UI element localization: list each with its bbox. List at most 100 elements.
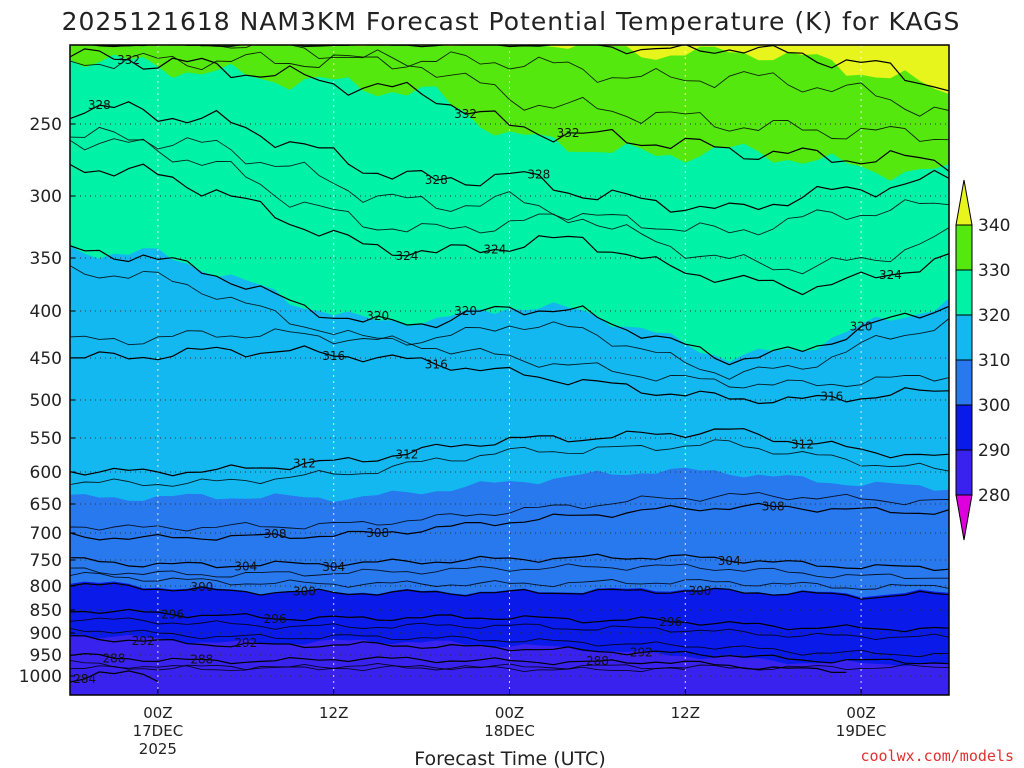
contour-minor-328 [70, 126, 949, 236]
contour-328 [70, 101, 949, 213]
contour-label-300: 300 [688, 584, 711, 598]
contour-label-328: 328 [527, 168, 550, 182]
contour-label-296: 296 [161, 608, 184, 622]
y-tick-label: 650 [30, 495, 62, 515]
contour-label-292: 292 [234, 636, 257, 650]
colorbar-label: 340 [978, 216, 1010, 236]
contour-minor-288 [70, 659, 686, 673]
x-tick-label: 00Z [143, 704, 172, 722]
contour-minor-316 [70, 328, 949, 389]
contour-label-288: 288 [586, 654, 609, 668]
contour-minor-304 [70, 563, 949, 579]
contour-312 [70, 428, 949, 477]
colorbar-segment [955, 224, 973, 271]
colorbar: 340 330 320 310 300 290 280 [955, 179, 1010, 541]
contour-label-284: 284 [161, 0, 184, 3]
y-tick-label: 250 [30, 115, 62, 135]
contour-label-304: 304 [322, 560, 345, 574]
colorbar-label: 320 [978, 306, 1010, 326]
contour-labels: 284 284 284 288 288 288 292 292 292 296 296 296 300 3… [73, 0, 902, 686]
contour-284 [70, 670, 159, 683]
y-tick-label: 600 [30, 463, 62, 483]
colorbar-segment [955, 449, 973, 496]
contour-label-312: 312 [293, 456, 316, 470]
contour-label-300: 300 [293, 584, 316, 598]
contour-324 [70, 163, 949, 296]
contour-label-284: 284 [557, 0, 580, 3]
chart-title: 2025121618 NAM3KM Forecast Potential Tem… [62, 7, 961, 36]
colorbar-label: 280 [978, 486, 1010, 506]
x-tick-year: 2025 [139, 740, 177, 758]
colorbar-segment [955, 404, 973, 451]
y-tick-label: 300 [30, 187, 62, 207]
x-tick-label: 00Z [495, 704, 524, 722]
contour-label-312: 312 [395, 447, 418, 461]
contour-label-288: 288 [190, 652, 213, 666]
contour-label-316: 316 [425, 358, 448, 372]
contour-minor-324 [70, 138, 949, 275]
contour-label-292: 292 [132, 634, 155, 648]
contour-296 [70, 608, 949, 633]
contour-label-312: 312 [791, 438, 814, 452]
contour-304 [70, 553, 949, 572]
colorbar-label: 330 [978, 261, 1010, 281]
contour-label-308: 308 [366, 526, 389, 540]
y-tick-label: 1000 [19, 667, 62, 687]
credit-text: coolwx.com/models [860, 747, 1014, 765]
contour-lines [70, 45, 949, 683]
contour-label-308: 308 [762, 499, 785, 513]
contour-label-320: 320 [454, 304, 477, 318]
contour-label-324: 324 [395, 249, 418, 263]
y-tick-label: 350 [30, 249, 62, 269]
x-tick-date: 18DEC [484, 722, 535, 740]
y-tick-label: 850 [30, 601, 62, 621]
x-axis-label: Forecast Time (UTC) [414, 748, 605, 768]
x-tick-label: 00Z [846, 704, 875, 722]
contour-300 [70, 582, 949, 600]
y-tick-label: 550 [30, 429, 62, 449]
colorbar-top-arrow [955, 179, 973, 226]
contour-label-284: 284 [73, 672, 96, 686]
contour-label-296: 296 [659, 615, 682, 629]
contour-label-292: 292 [630, 645, 653, 659]
contour-label-316: 316 [820, 389, 843, 403]
contour-label-332: 332 [557, 126, 580, 140]
contour-label-332: 332 [454, 107, 477, 121]
contour-minor-296 [70, 617, 949, 641]
contour-292 [70, 635, 949, 665]
colorbar-label: 310 [978, 351, 1010, 371]
x-tick-date: 17DEC [133, 722, 184, 740]
gridlines [70, 45, 949, 695]
colorbar-segment [955, 359, 973, 406]
contour-label-324: 324 [879, 268, 902, 282]
contour-label-328: 328 [425, 173, 448, 187]
colorbar-label: 290 [978, 441, 1010, 461]
contour-minor-300 [70, 571, 949, 590]
contour-label-308: 308 [264, 527, 287, 541]
contour-308 [70, 502, 949, 541]
y-tick-label: 500 [30, 391, 62, 411]
contour-minor-320 [70, 265, 949, 380]
y-tick-label: 700 [30, 524, 62, 544]
contour-minor-340 [70, 51, 949, 117]
contour-label-288: 288 [102, 651, 125, 665]
contour-label-296: 296 [264, 612, 287, 626]
contour-label-324: 324 [483, 242, 506, 256]
contour-minor-284 [70, 663, 949, 672]
colorbar-bottom-arrow [955, 494, 973, 541]
colorbar-label: 300 [978, 396, 1010, 416]
contour-332 [70, 48, 949, 172]
y-axis: 250 300 350 400 450 500 550 600 650 700 750 800 850 9… [19, 115, 75, 687]
colorbar-segment [955, 314, 973, 361]
contour-label-304: 304 [234, 559, 257, 573]
y-tick-label: 400 [30, 302, 62, 322]
contour-320 [70, 245, 949, 366]
x-tick-date: 19DEC [836, 722, 887, 740]
contour-316 [70, 345, 949, 405]
contour-label-320: 320 [366, 309, 389, 323]
contour-label-300: 300 [190, 580, 213, 594]
y-tick-label: 750 [30, 551, 62, 571]
